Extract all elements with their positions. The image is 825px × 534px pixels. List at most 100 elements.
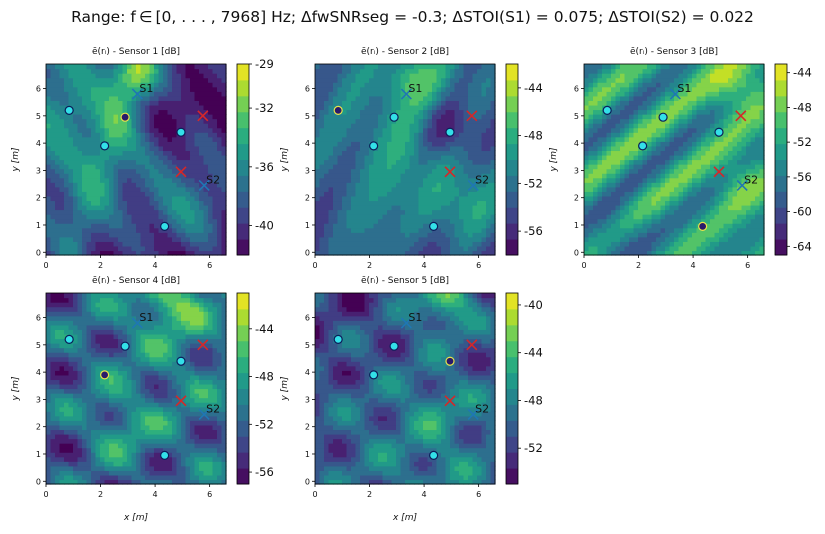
interferer-marker xyxy=(175,395,187,407)
y-tick-label: 3 xyxy=(305,395,310,404)
x-tick-label: 0 xyxy=(312,490,317,499)
subplot-sensor-5: ē(rᵢ) - Sensor 5 [dB] 0 2 4 6 0 1 2 3 4 5 6 y [m] x [… xyxy=(280,276,543,523)
colorbar-tick-label: -44 xyxy=(793,66,812,80)
y-tick-label: 4 xyxy=(305,139,310,148)
colorbar-tick-label: -56 xyxy=(793,170,812,184)
y-tick-label: 0 xyxy=(574,248,579,257)
source-marker-s2: S2 xyxy=(198,402,220,420)
y-tick-label: 5 xyxy=(574,112,579,121)
subplot-title: ē(rᵢ) - Sensor 1 [dB] xyxy=(92,47,180,57)
x-tick-label: 4 xyxy=(422,261,427,270)
colorbar-tick-label: -48 xyxy=(793,100,812,114)
x-tick-label: 4 xyxy=(153,261,158,270)
source-label: S2 xyxy=(475,402,489,415)
colorbar-tick-label: -56 xyxy=(255,465,274,479)
y-tick-label: 6 xyxy=(574,85,579,94)
y-tick-label: 6 xyxy=(36,85,41,94)
sensor-marker xyxy=(445,127,455,137)
colorbar-tick-label: -40 xyxy=(255,219,274,233)
y-tick-label: 5 xyxy=(36,112,41,121)
y-axis-label: y [m] xyxy=(11,376,21,401)
colorbar-tick-label: -64 xyxy=(793,239,812,253)
source-label: S1 xyxy=(139,311,153,324)
y-tick-label: 1 xyxy=(305,221,310,230)
y-tick-label: 3 xyxy=(36,166,41,175)
y-tick-label: 6 xyxy=(305,85,310,94)
source-marker-s1: S1 xyxy=(131,82,153,100)
colorbar-tick-label: -56 xyxy=(524,224,543,238)
sensor-marker-highlighted xyxy=(698,221,708,231)
colorbar: -44 -48 -52 -56 xyxy=(236,292,274,485)
source-marker-s2: S2 xyxy=(467,402,489,420)
x-tick-label: 0 xyxy=(43,261,48,270)
x-tick-label: 0 xyxy=(43,490,48,499)
x-axis-label: x [m] xyxy=(123,513,148,523)
subplot-sensor-4: ē(rᵢ) - Sensor 4 [dB] 0 2 4 6 0 1 2 3 4 5 6 y [m] x [… xyxy=(11,276,274,523)
colorbar-tick-label: -52 xyxy=(255,417,274,431)
axes-frame xyxy=(314,63,496,256)
heatmap-field xyxy=(584,64,765,256)
colorbar-tick-label: -44 xyxy=(524,81,543,95)
y-tick-label: 2 xyxy=(36,423,41,432)
x-tick-label: 2 xyxy=(367,490,372,499)
source-marker-s1: S1 xyxy=(400,82,422,100)
colorbar: -29 -32 -36 -40 xyxy=(236,57,274,256)
x-tick-label: 6 xyxy=(476,261,481,270)
sensor-marker xyxy=(160,450,170,460)
axes-frame xyxy=(314,292,496,485)
x-tick-label: 0 xyxy=(581,261,586,270)
source-label: S1 xyxy=(139,82,153,95)
colorbar: -44 -48 -52 -56 xyxy=(505,63,543,256)
y-tick-label: 1 xyxy=(574,221,579,230)
heatmap-field xyxy=(46,293,227,485)
y-tick-label: 4 xyxy=(305,368,310,377)
y-tick-label: 0 xyxy=(36,477,41,486)
y-tick-label: 1 xyxy=(36,450,41,459)
x-tick-label: 4 xyxy=(691,261,696,270)
axes-frame xyxy=(583,63,765,256)
interferer-marker xyxy=(713,166,725,178)
sensor-marker xyxy=(64,334,74,344)
interferer-marker xyxy=(444,166,456,178)
sensor-marker xyxy=(602,105,612,115)
source-label: S2 xyxy=(744,173,758,186)
sensor-marker-highlighted xyxy=(100,370,110,380)
sensor-marker xyxy=(369,370,379,380)
source-label: S2 xyxy=(206,402,220,415)
source-label: S1 xyxy=(677,82,691,95)
source-marker-s2: S2 xyxy=(736,173,758,191)
axes-frame xyxy=(45,292,227,485)
y-axis-label: y [m] xyxy=(11,147,21,172)
x-tick-label: 2 xyxy=(98,261,103,270)
sensor-marker xyxy=(64,105,74,115)
colorbar: -44 -48 -52 -56 -60 -64 xyxy=(774,63,812,256)
interferer-marker xyxy=(197,110,209,122)
sensor-marker xyxy=(638,141,648,151)
source-label: S1 xyxy=(408,82,422,95)
y-tick-label: 3 xyxy=(36,395,41,404)
interferer-marker xyxy=(175,166,187,178)
source-marker-s1: S1 xyxy=(131,311,153,329)
y-tick-label: 5 xyxy=(36,341,41,350)
sensor-marker xyxy=(333,334,343,344)
y-tick-label: 1 xyxy=(305,450,310,459)
sensor-marker xyxy=(389,112,399,122)
x-tick-label: 0 xyxy=(312,261,317,270)
subplot-title: ē(rᵢ) - Sensor 4 [dB] xyxy=(92,276,180,286)
sensor-marker xyxy=(120,341,130,351)
y-tick-label: 1 xyxy=(36,221,41,230)
subplot-sensor-2: ē(rᵢ) - Sensor 2 [dB] 0 2 4 6 0 1 2 3 4 5 6 y [m] S1 S… xyxy=(280,47,543,270)
x-tick-label: 2 xyxy=(98,490,103,499)
x-tick-label: 6 xyxy=(207,261,212,270)
source-marker-s1: S1 xyxy=(669,82,691,100)
colorbar-tick-label: -40 xyxy=(524,298,543,312)
x-tick-label: 2 xyxy=(636,261,641,270)
colorbar-tick-label: -36 xyxy=(255,160,274,174)
y-tick-label: 2 xyxy=(36,194,41,203)
sensor-marker xyxy=(389,341,399,351)
y-tick-label: 0 xyxy=(36,248,41,257)
y-tick-label: 6 xyxy=(36,314,41,323)
y-tick-label: 4 xyxy=(574,139,579,148)
sensor-marker xyxy=(176,356,186,366)
